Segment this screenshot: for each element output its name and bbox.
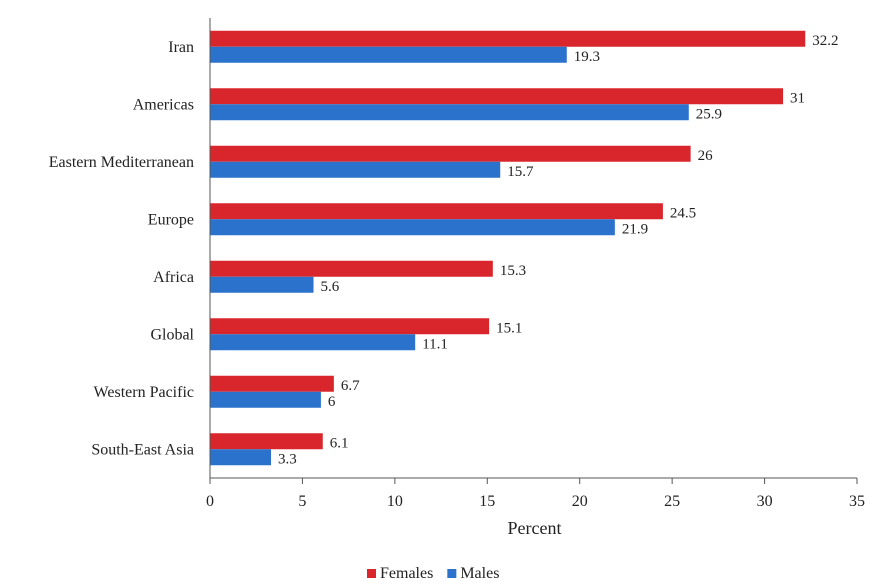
- legend-swatch-females: [367, 569, 376, 578]
- x-tick-label-10: 10: [387, 493, 403, 510]
- data-label-females-americas: 31: [790, 90, 805, 106]
- bar-females-south-east-asia: [210, 433, 323, 450]
- data-label-males-global: 11.1: [422, 336, 448, 352]
- bar-males-global: [210, 334, 416, 351]
- data-labels: 32.2 19.3 31 25.9 26 15.7 24.5 21.9 15.3 5.6 15.1 1…: [278, 33, 838, 468]
- data-label-males-europe: 21.9: [622, 221, 648, 237]
- category-label-africa: Africa: [153, 269, 194, 286]
- legend-label-males: Males: [460, 565, 499, 582]
- data-label-females-global: 15.1: [496, 320, 522, 336]
- category-label-eastern-mediterranean: Eastern Mediterranean: [49, 154, 194, 171]
- x-tick-label-30: 30: [757, 493, 773, 510]
- bar-males-eastern-mediterranean: [210, 161, 501, 178]
- bars: [210, 30, 806, 466]
- bar-females-global: [210, 318, 490, 335]
- x-tick-label-15: 15: [479, 493, 495, 510]
- data-label-females-eastern-mediterranean: 26: [698, 148, 714, 164]
- bar-females-americas: [210, 88, 784, 105]
- x-axis-title: Percent: [508, 518, 562, 538]
- legend: Females Males: [367, 565, 499, 582]
- bar-males-africa: [210, 276, 314, 293]
- data-label-females-south-east-asia: 6.1: [330, 435, 349, 451]
- x-tick-label-25: 25: [664, 493, 680, 510]
- legend-label-females: Females: [380, 565, 433, 582]
- x-tick-label-35: 35: [849, 493, 865, 510]
- legend-swatch-males: [447, 569, 457, 578]
- data-label-females-europe: 24.5: [670, 205, 696, 221]
- x-tick-label-0: 0: [206, 493, 214, 510]
- category-label-europe: Europe: [148, 211, 194, 228]
- data-label-males-south-east-asia: 3.3: [278, 451, 297, 467]
- bar-females-africa: [210, 260, 493, 277]
- category-label-western-pacific: Western Pacific: [94, 384, 194, 401]
- data-label-males-africa: 5.6: [321, 279, 340, 295]
- axes: [209, 18, 857, 479]
- category-label-global: Global: [150, 326, 194, 343]
- bar-females-western-pacific: [210, 375, 334, 392]
- category-label-americas: Americas: [133, 96, 194, 113]
- x-axis-ticks: 0 5 10 15 20 25 30 35: [206, 478, 865, 510]
- bar-females-iran: [210, 30, 806, 47]
- category-labels: Iran Americas Eastern Mediterranean Europe A…: [49, 39, 195, 459]
- bar-males-iran: [210, 46, 567, 63]
- bar-females-eastern-mediterranean: [210, 145, 691, 162]
- bar-males-western-pacific: [210, 391, 321, 408]
- x-tick-label-20: 20: [572, 493, 588, 510]
- bar-females-europe: [210, 203, 663, 220]
- data-label-males-americas: 25.9: [696, 106, 722, 122]
- data-label-females-iran: 32.2: [812, 33, 838, 49]
- data-label-males-western-pacific: 6: [328, 394, 336, 410]
- bar-males-south-east-asia: [210, 449, 272, 466]
- data-label-females-africa: 15.3: [500, 263, 526, 279]
- x-tick-label-5: 5: [298, 493, 306, 510]
- bar-males-europe: [210, 219, 615, 236]
- data-label-females-western-pacific: 6.7: [341, 378, 360, 394]
- category-label-south-east-asia: South-East Asia: [91, 441, 194, 458]
- data-label-males-eastern-mediterranean: 15.7: [507, 164, 534, 180]
- data-label-males-iran: 19.3: [574, 49, 600, 65]
- bar-males-americas: [210, 104, 689, 121]
- category-label-iran: Iran: [168, 39, 194, 56]
